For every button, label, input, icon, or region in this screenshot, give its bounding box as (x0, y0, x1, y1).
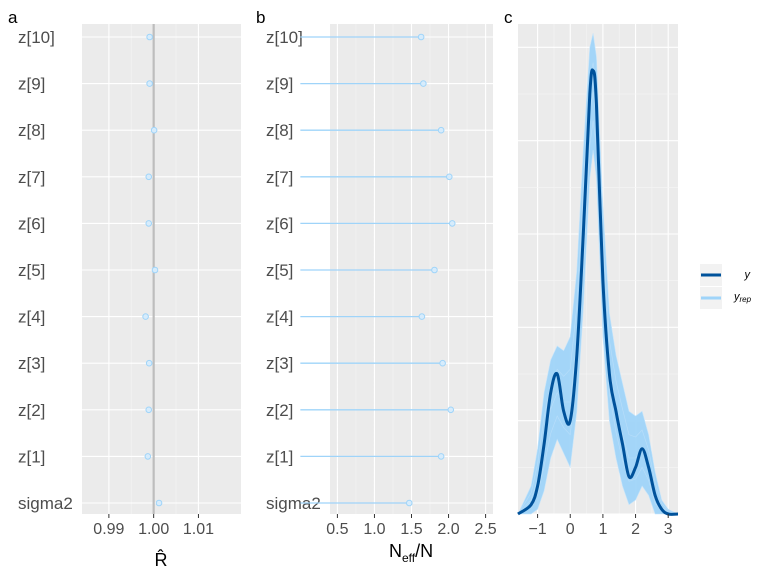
panel-label-a: a (8, 8, 18, 27)
legend-label-y: y (744, 269, 752, 281)
panel-a-plot-area (82, 24, 241, 514)
panel-a-x-ticks: 0.99 1.00 1.01 (93, 514, 214, 538)
parameter-label: z[6] (266, 214, 293, 233)
legend-label-yrep: yrep (733, 291, 752, 304)
data-point (437, 126, 445, 134)
x-tick-label: 1.00 (138, 521, 169, 538)
parameter-label: z[5] (18, 261, 45, 280)
x-tick-label: 2 (631, 521, 640, 538)
parameter-label: z[3] (266, 354, 293, 373)
panel-b-points (405, 33, 456, 507)
parameter-label: z[1] (266, 447, 293, 466)
data-point (146, 80, 153, 87)
x-tick-label: 0 (566, 521, 575, 538)
parameter-label: z[8] (18, 121, 45, 140)
data-point (144, 453, 152, 460)
panel-a-rhat: a z[10]z[9]z[8]z[7]z[6]z[5]z[4]z[3]z[2]z… (8, 8, 241, 570)
panel-b-neff: b z[10]z[9]z[8]z[7]z[6]z[5]z[4]z[3]z[2]z… (256, 8, 497, 565)
data-point (417, 33, 425, 41)
x-tick-label: 2.5 (474, 521, 496, 538)
parameter-label: z[9] (18, 75, 45, 94)
panel-a-parameter-labels: z[10] z[9] z[8] z[7] z[6] z[5] z[4] z[3] z[2] z[1… (18, 28, 73, 513)
x-tick-label: −1 (528, 521, 546, 538)
x-axis-title-neff-tail: /N (415, 541, 433, 561)
x-tick-label: 1.01 (183, 521, 214, 538)
x-tick-label: 1.5 (400, 521, 422, 538)
x-axis-title-neff: Neff/N (389, 541, 433, 565)
data-point (155, 499, 163, 507)
panel-label-b: b (256, 8, 265, 27)
panel-c-y-line (517, 68, 679, 516)
data-point (447, 406, 455, 414)
parameter-label: z[2] (18, 401, 45, 420)
x-tick-label: 1.0 (363, 521, 385, 538)
parameter-label: z[9] (266, 75, 293, 94)
panel-c-legend: y yrep (700, 264, 752, 309)
observed-y-density-line (517, 68, 679, 516)
parameter-label: sigma2 (266, 494, 321, 513)
parameter-label: z[3] (18, 354, 45, 373)
x-tick-label: 0.5 (326, 521, 348, 538)
panel-b-parameter-labels: z[10] z[9] z[8] z[7] z[6] z[5] z[4] z[3] z[2] z[1… (266, 28, 321, 513)
data-point (145, 359, 153, 367)
data-point (145, 220, 153, 227)
panel-a-x-axis-title: R̂ (155, 549, 168, 570)
data-point (145, 173, 153, 181)
x-tick-label: 0.99 (93, 521, 124, 538)
data-point (448, 220, 456, 227)
panel-c-x-ticks: −1 0 1 2 3 (528, 514, 673, 538)
parameter-label: z[7] (266, 168, 293, 187)
parameter-label: z[10] (18, 28, 55, 47)
data-point (431, 266, 438, 274)
x-axis-title-rhat: R̂ (155, 549, 168, 570)
parameter-label: z[4] (266, 308, 293, 327)
data-point (439, 359, 446, 367)
legend-label-yrep-main: y (733, 291, 741, 303)
yrep-draw-line (517, 120, 679, 515)
data-point (445, 173, 453, 181)
x-axis-title-neff-main: N (389, 541, 402, 561)
data-point (420, 80, 427, 87)
x-tick-label: 2.0 (437, 521, 459, 538)
panel-c-gridlines (518, 24, 678, 515)
data-point (437, 453, 445, 460)
parameter-label: z[6] (18, 214, 45, 233)
panel-a-points (142, 33, 163, 507)
x-tick-label: 1 (598, 521, 607, 538)
panel-b-reference-lines (336, 24, 375, 514)
parameter-label: sigma2 (18, 494, 73, 513)
panel-label-c: c (504, 8, 513, 27)
data-point (145, 406, 153, 414)
panel-c-ppc-density: c −1 0 1 2 3 y yrep (504, 8, 752, 538)
data-point (150, 126, 158, 134)
x-tick-label: 3 (664, 521, 673, 538)
data-point (142, 313, 149, 320)
parameter-label: z[10] (266, 28, 303, 47)
data-point (146, 33, 153, 41)
panel-b-x-ticks: 0.5 1.0 1.5 2.0 2.5 (326, 514, 497, 538)
parameter-label: z[7] (18, 168, 45, 187)
data-point (151, 266, 159, 274)
parameter-label: z[2] (266, 401, 293, 420)
panel-b-stems (300, 36, 453, 504)
data-point (405, 499, 413, 507)
x-axis-title-neff-sub: eff (402, 551, 416, 565)
legend-label-yrep-sub: rep (740, 295, 752, 304)
parameter-label: z[5] (266, 261, 293, 280)
data-point (418, 313, 426, 320)
parameter-label: z[1] (18, 447, 45, 466)
parameter-label: z[8] (266, 121, 293, 140)
parameter-label: z[4] (18, 308, 45, 327)
